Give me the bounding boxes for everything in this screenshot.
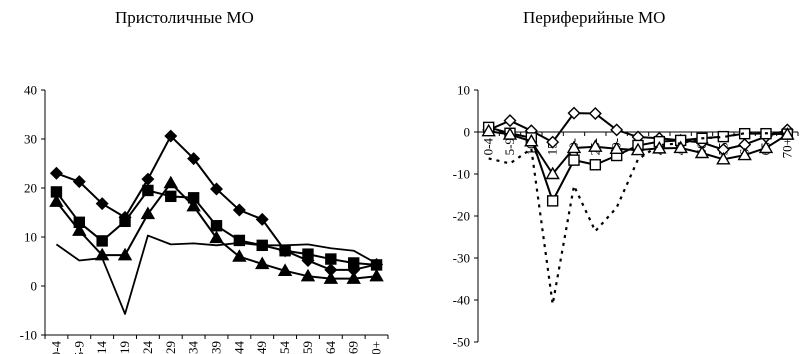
data-point: [164, 129, 178, 143]
data-point: [566, 140, 582, 154]
x-tick-label: 45-49: [254, 341, 269, 354]
data-point: [588, 139, 603, 152]
data-point: [163, 175, 178, 189]
x-tick-label: 15-19: [117, 341, 132, 354]
data-point: [232, 249, 247, 262]
x-tick-label: 65-69: [346, 341, 361, 354]
data-point: [758, 140, 774, 154]
x-tick-label: 40-44: [231, 341, 246, 354]
data-point: [96, 235, 108, 247]
data-point: [141, 172, 155, 186]
data-point: [210, 182, 223, 196]
x-tick-label: 20-24: [140, 341, 155, 354]
x-tick-label: 30-34: [186, 341, 201, 354]
data-point: [302, 248, 314, 260]
y-tick-label: -30: [453, 251, 470, 266]
data-point: [673, 140, 688, 154]
data-point: [481, 123, 496, 137]
data-point: [325, 253, 337, 265]
data-point: [232, 203, 246, 217]
data-point: [502, 127, 518, 140]
data-point: [233, 234, 246, 247]
y-tick-label: -40: [453, 293, 470, 308]
data-point: [348, 257, 360, 269]
data-point: [279, 245, 291, 257]
data-point: [300, 268, 316, 282]
data-point: [209, 230, 224, 244]
data-point: [165, 190, 177, 203]
x-tick-label: 50-54: [277, 341, 292, 354]
left-chart-title: Пристоличные МО: [115, 8, 254, 27]
x-tick-label: 70+: [779, 138, 794, 158]
x-tick-label: 25-29: [163, 341, 178, 354]
data-point: [503, 114, 517, 128]
data-point: [630, 142, 646, 156]
y-tick-label: 40: [24, 83, 37, 98]
data-point: [588, 107, 602, 121]
data-point: [346, 271, 361, 284]
data-point: [524, 133, 539, 147]
data-point: [255, 256, 270, 270]
data-point: [72, 175, 86, 189]
y-tick-label: 30: [24, 132, 37, 147]
y-tick-label: 20: [24, 181, 37, 196]
y-tick-label: -50: [453, 335, 470, 350]
x-tick-label: 0-4: [481, 138, 496, 156]
y-tick-label: 0: [464, 125, 471, 140]
data-point: [72, 223, 87, 236]
data-point: [609, 141, 624, 155]
x-tick-label: 35-39: [209, 341, 224, 354]
data-point: [187, 152, 201, 166]
data-point: [567, 106, 581, 120]
left-chart: -10 0 10 20 30 40 0-4 5-9 10-14 15-19 20-24 25-29 30…: [20, 83, 389, 354]
x-tick-label: 70+: [369, 341, 384, 354]
x-tick-label: 5-9: [71, 341, 86, 354]
y-tick-label: -10: [20, 328, 37, 343]
data-point: [95, 197, 109, 211]
series-line: [55, 234, 378, 315]
series-4: [55, 234, 378, 315]
right-chart-title: Периферийные МО: [523, 8, 666, 27]
x-tick-label: 0-4: [48, 341, 63, 354]
data-point: [255, 212, 269, 226]
data-point: [117, 247, 133, 261]
data-point: [545, 166, 560, 180]
y-tick-label: -20: [453, 209, 470, 224]
data-point: [49, 166, 63, 180]
x-tick-label: 10-14: [94, 341, 109, 354]
data-point: [277, 263, 293, 277]
right-chart: -50-40-30-20-100100-45-910-15-20-25-30-3…: [453, 83, 799, 350]
y-tick-label: -10: [453, 167, 470, 182]
y-tick-label: 10: [457, 83, 470, 98]
data-point: [369, 268, 384, 282]
data-point: [589, 159, 602, 171]
data-point: [546, 195, 559, 207]
data-point: [140, 206, 156, 220]
series-3: [49, 175, 384, 284]
series-3: [481, 123, 795, 180]
data-point: [119, 215, 131, 228]
data-point: [610, 123, 624, 137]
data-point: [694, 145, 710, 159]
data-point: [568, 154, 580, 166]
data-point: [716, 151, 731, 165]
data-point: [780, 127, 795, 140]
x-tick-label: 5-9: [502, 138, 517, 155]
data-point: [142, 184, 154, 197]
data-point: [210, 220, 223, 232]
data-point: [49, 194, 64, 207]
x-tick-label: 55-59: [300, 341, 315, 354]
data-point: [186, 198, 201, 212]
y-tick-label: 0: [31, 279, 38, 294]
data-point: [546, 135, 560, 149]
x-tick-label: 60-64: [323, 341, 338, 354]
data-point: [737, 147, 752, 161]
y-tick-label: 10: [24, 230, 37, 245]
data-point: [323, 271, 339, 284]
